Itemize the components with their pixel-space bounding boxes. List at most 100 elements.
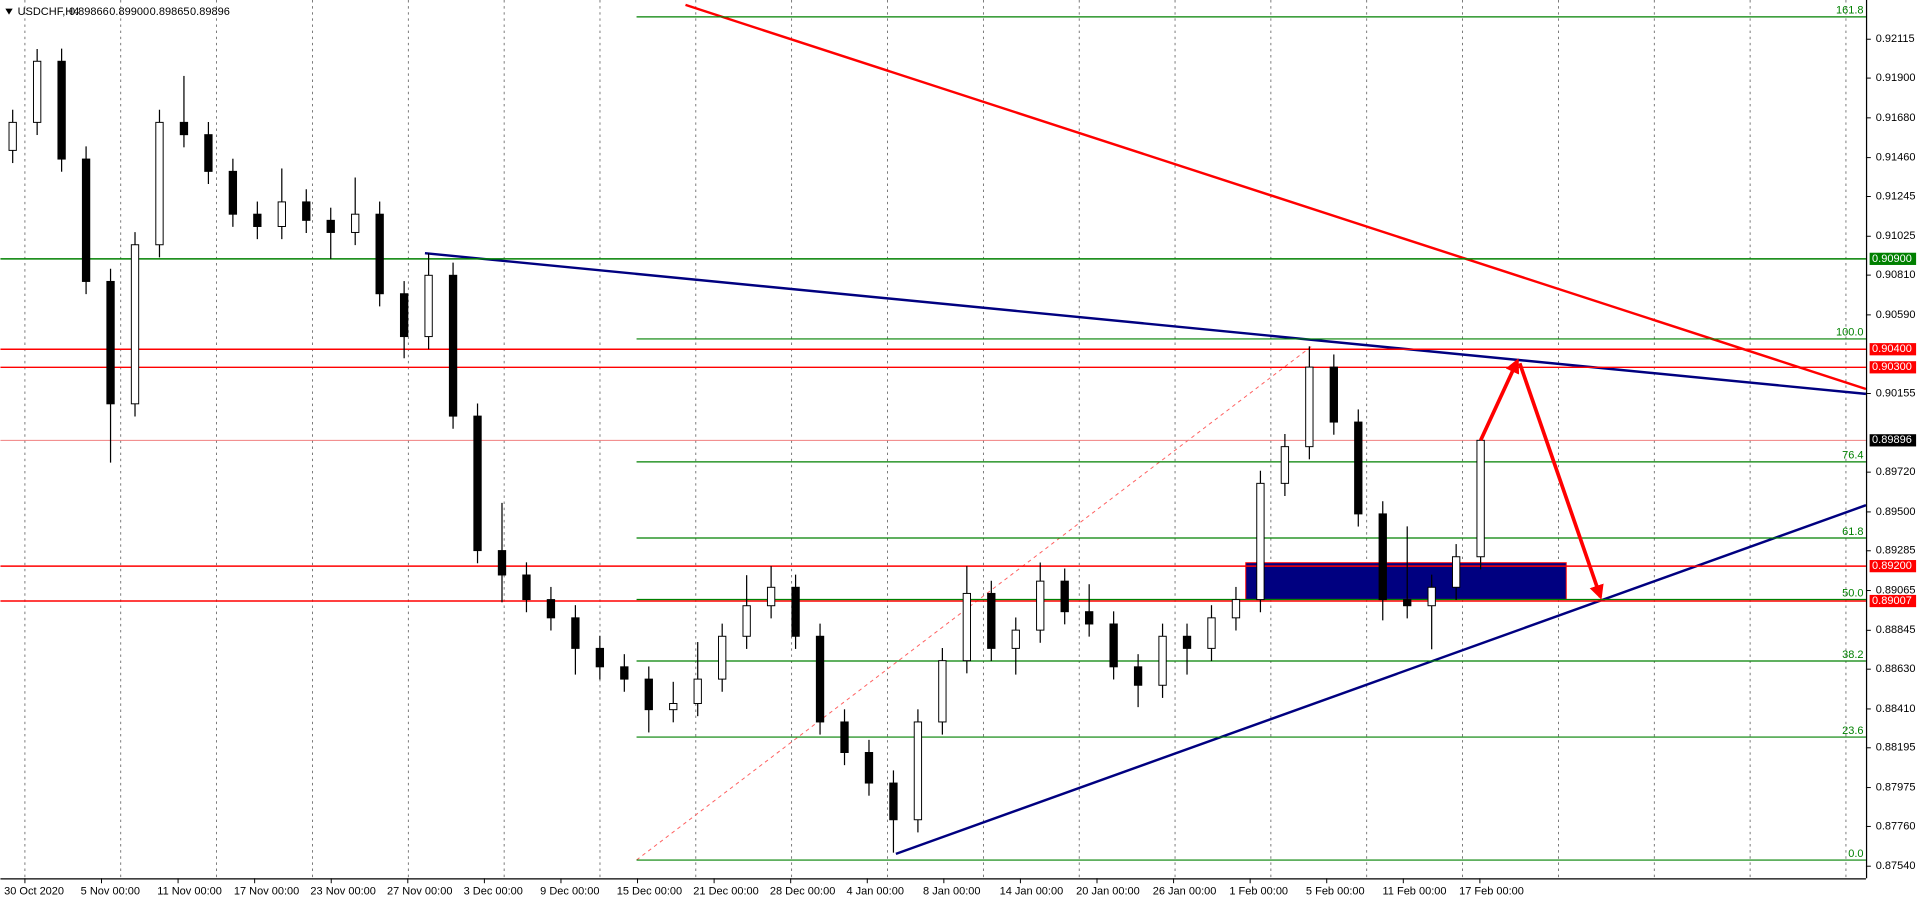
y-tick-label: 0.88630 (1876, 663, 1916, 675)
x-tick-label: 26 Jan 00:00 (1153, 886, 1217, 898)
candle-body (81, 158, 91, 282)
x-tick-label: 4 Jan 00:00 (846, 886, 904, 898)
levels (0, 258, 1866, 602)
candle-body (375, 213, 384, 295)
candle-body (1060, 580, 1069, 613)
candle-body (1427, 586, 1436, 607)
candle-body (815, 635, 825, 723)
header-quote-value: 0.89866 (69, 6, 109, 18)
candle-body (1354, 421, 1363, 515)
level-tag (1869, 560, 1917, 573)
fib-level-label: 0.0 (1848, 848, 1863, 860)
candle-body (669, 703, 678, 711)
candle-body (32, 60, 42, 123)
x-tick-label: 5 Feb 00:00 (1306, 886, 1365, 898)
fib-level-label: 23.6 (1842, 725, 1863, 737)
candle-body (1305, 366, 1314, 448)
x-tick-label: 30 Oct 2020 (4, 886, 64, 898)
level-tag-label: 0.90300 (1872, 361, 1912, 373)
x-tick-label: 17 Nov 00:00 (234, 886, 299, 898)
menu-triangle (5, 8, 13, 15)
candle-body (1085, 611, 1094, 625)
candle-body (1329, 366, 1338, 423)
candle-body (693, 678, 702, 705)
y-tick-label: 0.89065 (1876, 584, 1916, 596)
y-tick-label: 0.91460 (1876, 152, 1916, 164)
candle-body (351, 213, 360, 233)
candle-body (1109, 623, 1118, 668)
candle-body (987, 592, 996, 649)
x-tick-label: 11 Nov 00:00 (157, 886, 222, 898)
level-tag (1869, 252, 1917, 265)
time-axis: 30 Oct 2020 5 Nov 00:00 11 Nov 00:00 17 Nov… (4, 878, 1524, 898)
candle-body (8, 121, 17, 151)
header-quote-value: 0.89900 (109, 6, 149, 18)
candle-body (326, 219, 335, 233)
y-tick-label: 0.91025 (1876, 230, 1916, 242)
level-tag (1869, 343, 1917, 356)
y-tick-label: 0.90155 (1876, 387, 1916, 399)
x-tick-label: 20 Jan 00:00 (1076, 886, 1140, 898)
fib-level-label: 38.2 (1842, 649, 1863, 661)
red-trendline (685, 3, 1867, 391)
candle-body (864, 752, 874, 784)
y-tick-label: 0.87540 (1876, 860, 1916, 872)
candle-body (424, 274, 433, 338)
header-quote-value: 0.89865 (150, 6, 190, 18)
candle-body (155, 121, 164, 246)
x-tick-label: 23 Nov 00:00 (310, 886, 375, 898)
candle-body (204, 134, 213, 172)
y-tick-label: 0.89500 (1876, 506, 1916, 518)
candle-body (1280, 446, 1290, 484)
x-tick-label: 5 Nov 00:00 (81, 886, 140, 898)
fib-baseline (636, 345, 1313, 861)
y-tick-label: 0.91245 (1876, 190, 1916, 202)
candle-body (718, 635, 727, 680)
x-tick-label: 28 Dec 00:00 (770, 886, 835, 898)
candle-body (522, 574, 531, 601)
candle-body (57, 60, 66, 160)
candle-body (791, 586, 800, 637)
y-tick-label: 0.91680 (1876, 112, 1916, 124)
x-tick-label: 15 Dec 00:00 (617, 886, 682, 898)
x-tick-label: 8 Jan 00:00 (923, 886, 981, 898)
y-tick-label: 0.87975 (1876, 781, 1916, 793)
level-tag-label: 0.89200 (1872, 560, 1912, 572)
candle-body (840, 721, 849, 753)
level-tag (1869, 361, 1917, 374)
candle-body (644, 678, 653, 711)
header-symbol: USDCHF,H4 (18, 6, 80, 18)
last-price-label: 0.89896 (1872, 434, 1912, 446)
upper-trendline (424, 252, 1867, 396)
candle-body (179, 121, 189, 136)
zone-rectangle (1245, 562, 1567, 600)
candle-body (130, 244, 140, 405)
fib-level-label: 161.8 (1836, 5, 1864, 17)
candle-body (302, 201, 311, 221)
candle-body (277, 201, 286, 227)
candle-body (571, 617, 580, 649)
candle-body (913, 721, 923, 821)
y-tick-label: 0.87760 (1876, 820, 1916, 832)
level-tag-label: 0.90400 (1872, 343, 1912, 355)
x-tick-label: 27 Nov 00:00 (387, 886, 452, 898)
candle-body (399, 293, 409, 338)
candle-body (742, 605, 751, 637)
fib-level-label: 50.0 (1842, 587, 1863, 599)
candle-body (1036, 580, 1045, 631)
candle-body (473, 415, 482, 552)
candle-body (1207, 617, 1216, 649)
candles (8, 48, 1485, 853)
arrow-up (1478, 358, 1520, 442)
level-tag (1869, 594, 1917, 608)
fib-level-label: 76.4 (1842, 450, 1863, 462)
header-quote: 0.89866 0.89900 0.89865 0.89896 (69, 6, 230, 18)
candle-body (620, 666, 629, 680)
last-price-tag (1869, 434, 1917, 447)
candle-body (1158, 635, 1167, 686)
candle-body (962, 592, 971, 662)
y-tick-label: 0.91900 (1876, 72, 1916, 84)
